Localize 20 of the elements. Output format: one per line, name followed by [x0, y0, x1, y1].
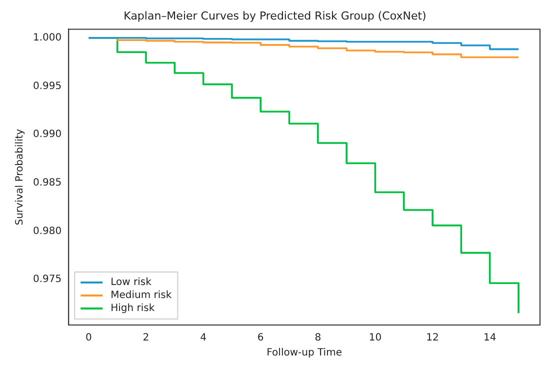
legend-label: Medium risk [110, 290, 172, 302]
x-tick-label: 4 [200, 332, 206, 344]
x-tick-label: 6 [257, 332, 264, 344]
y-tick-label: 0.990 [32, 129, 62, 140]
x-tick-label: 2 [142, 332, 150, 344]
x-axis-title: Follow-up Time [266, 348, 342, 359]
x-tick-label: 10 [368, 332, 382, 344]
y-tick-label: 0.985 [32, 177, 62, 188]
x-tick-label: 8 [314, 332, 322, 344]
chart-title: Kaplan–Meier Curves by Predicted Risk Group (CoxNet) [124, 9, 426, 22]
x-tick-label: 0 [86, 332, 92, 344]
x-tick-label: 12 [426, 332, 439, 344]
y-tick-label: 1.000 [32, 32, 62, 44]
legend-label: High risk [110, 303, 155, 314]
y-tick-label: 0.975 [32, 274, 62, 286]
legend-label: Low risk [110, 277, 152, 288]
x-tick-label: 14 [483, 332, 496, 344]
y-axis-title: Survival Probability [14, 128, 26, 226]
y-tick-label: 0.995 [32, 80, 62, 92]
y-tick-label: 0.980 [32, 226, 62, 237]
